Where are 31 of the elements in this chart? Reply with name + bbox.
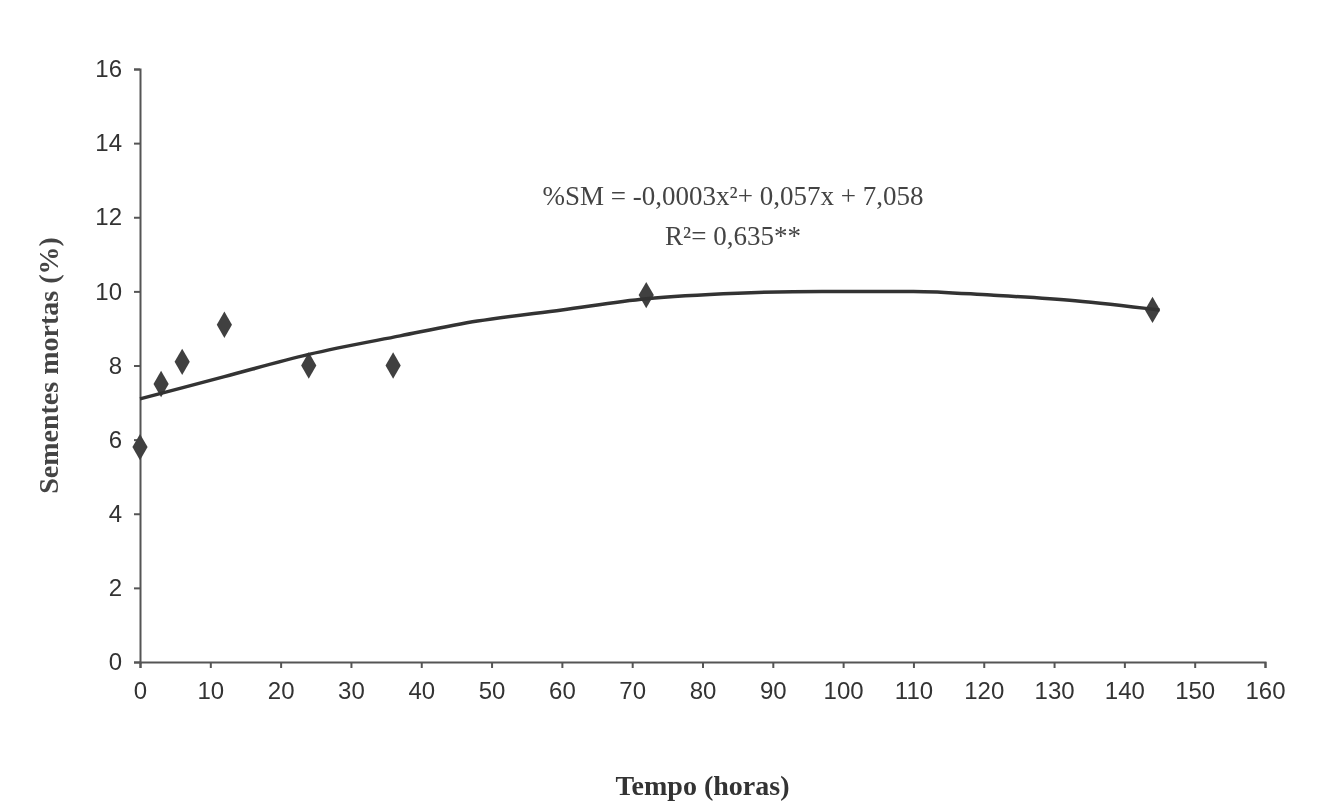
x-tick-label: 80 [689,677,717,705]
x-tick-label: 120 [964,677,1005,705]
y-tick-label: 16 [95,55,122,83]
x-axis-title: Tempo (horas) [615,770,790,801]
x-tick-label: 0 [133,677,148,705]
y-tick-label: 10 [95,277,122,305]
y-tick-label: 0 [108,648,122,676]
annotation: R²= 0,635** [665,221,801,251]
y-axis-title: Sementes mortas (%) [33,237,64,494]
y-tick-label: 4 [108,499,122,527]
x-tick-label: 40 [408,677,436,705]
y-tick-label: 8 [108,351,122,379]
y-tick-label: 12 [95,203,122,231]
x-tick-label: 30 [338,677,365,705]
x-tick-label: 130 [1034,677,1075,705]
x-tick-label: 90 [759,677,787,705]
y-tick-label: 6 [108,425,122,453]
x-tick-label: 70 [619,677,647,705]
annotation: %SM = -0,0003x²+ 0,057x + 7,058 [542,181,924,211]
x-tick-label: 140 [1104,677,1145,705]
line-series [138,289,1162,401]
x-tick-label: 60 [549,677,576,705]
y-tick-label: 14 [95,129,122,157]
x-tick-label: 50 [478,677,506,705]
x-tick-label: 110 [894,677,934,705]
x-tick-label: 10 [197,677,225,705]
y-tick-label: 2 [108,574,122,602]
x-tick-label: 150 [1175,677,1216,705]
x-tick-label: 160 [1245,677,1286,705]
x-tick-label: 20 [267,677,295,705]
x-tick-label: 100 [823,677,864,705]
